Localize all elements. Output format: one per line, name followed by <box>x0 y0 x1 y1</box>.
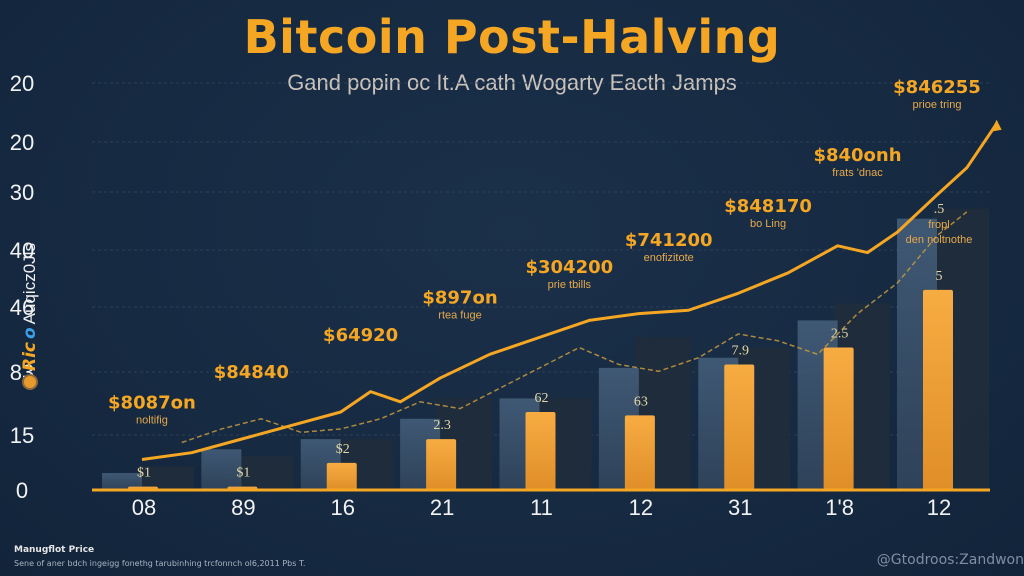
bar-back-dark <box>237 456 294 490</box>
y-tick-label: 0 <box>16 478 28 503</box>
bar-front <box>923 289 953 490</box>
y-tick-label: 30 <box>10 180 34 205</box>
bar-back-dark <box>138 466 194 490</box>
y-tick-label: 15 <box>10 423 34 448</box>
bar-back-light <box>201 449 242 490</box>
x-tick-label: 31 <box>728 495 752 520</box>
x-tick-label: 16 <box>331 495 355 520</box>
watermark: @Gtodroos:Zandwon <box>876 552 1024 568</box>
y-tick-label: 46 <box>10 295 34 320</box>
extra-sub-label: den noltnothe <box>906 234 973 246</box>
bitcoin-coin-icon <box>22 374 38 390</box>
price-annotation: $840onh <box>813 145 901 166</box>
bar-front <box>823 347 854 490</box>
price-annotation: $304200 <box>525 257 613 278</box>
brand-part-2: o <box>20 327 40 339</box>
price-annotation: $848170 <box>724 196 812 217</box>
extra-value-label: .5 <box>934 202 945 217</box>
x-tick-label: 12 <box>629 495 653 520</box>
footer-title: Manugflot Price <box>14 545 95 555</box>
price-trend-line <box>141 122 998 461</box>
x-tick-label: 1'8 <box>825 495 854 520</box>
bar-value-label: 7.9 <box>732 344 750 359</box>
brand-logo: Ric o Auqicz0Jls <box>20 243 40 390</box>
price-annotation-sub: noltifig <box>136 415 168 427</box>
bars <box>102 208 989 490</box>
trend-lines <box>141 119 1002 461</box>
price-annotation: $897on <box>422 287 497 308</box>
bar-front <box>525 411 556 490</box>
bar-value-label: $1 <box>137 466 151 481</box>
price-annotation: $64920 <box>323 325 398 346</box>
bar-front <box>624 415 655 490</box>
bar-value-label: 5 <box>936 269 943 284</box>
x-tick-label: 21 <box>430 495 454 520</box>
x-tick-label: 08 <box>132 495 156 520</box>
price-annotation: $8087on <box>108 393 196 414</box>
price-annotation-sub: prie tbills <box>548 279 592 291</box>
dashed-trend-line <box>181 211 968 444</box>
bar-value-label: 2.5 <box>831 327 849 342</box>
extra-sub-label: fropl <box>928 219 949 231</box>
y-tick-label: 20 <box>10 130 34 155</box>
bar-back-light <box>102 473 142 490</box>
x-tick-label: 12 <box>927 495 951 520</box>
bar-labels: $1 $1 $2 2.3 62 63 7.9 2.5 5 <box>137 269 943 481</box>
bar-value-label: $2 <box>336 442 350 457</box>
bar-front <box>724 364 755 490</box>
price-annotation: $846255 <box>893 77 981 98</box>
chart-title: Bitcoin Post-Halving <box>243 10 781 64</box>
bar-front <box>426 439 457 490</box>
x-tick-label: 11 <box>530 495 553 520</box>
bar-front <box>326 462 357 490</box>
price-annotation: $84840 <box>214 362 289 383</box>
price-annotation: $741200 <box>625 230 713 251</box>
brand-part-3: Auqicz0Jls <box>20 243 39 325</box>
bar-value-label: 2.3 <box>433 418 451 433</box>
y-tick-label: 20 <box>10 71 34 96</box>
bar-value-label: $1 <box>236 466 250 481</box>
brand-part-1: Ric <box>20 342 40 371</box>
trend-arrow-icon <box>990 119 1002 132</box>
y-tick-label: 40 <box>10 238 34 263</box>
price-annotation-sub: enofizitote <box>644 252 694 264</box>
price-annotation-sub: frats 'dnac <box>832 167 883 179</box>
bar-value-label: 63 <box>634 394 648 409</box>
bar-value-label: 62 <box>535 391 549 406</box>
price-annotation-sub: prioe tring <box>913 99 962 111</box>
x-axis-ticks: 08 89 16 21 11 12 31 1'8 12 <box>132 495 951 520</box>
price-annotation-sub: bo Ling <box>750 218 786 230</box>
footer-note: Sene of aner bdch ingeigg fonethg tarubi… <box>14 559 306 568</box>
x-tick-label: 89 <box>231 495 255 520</box>
price-annotation-sub: rtea fuge <box>438 309 481 321</box>
